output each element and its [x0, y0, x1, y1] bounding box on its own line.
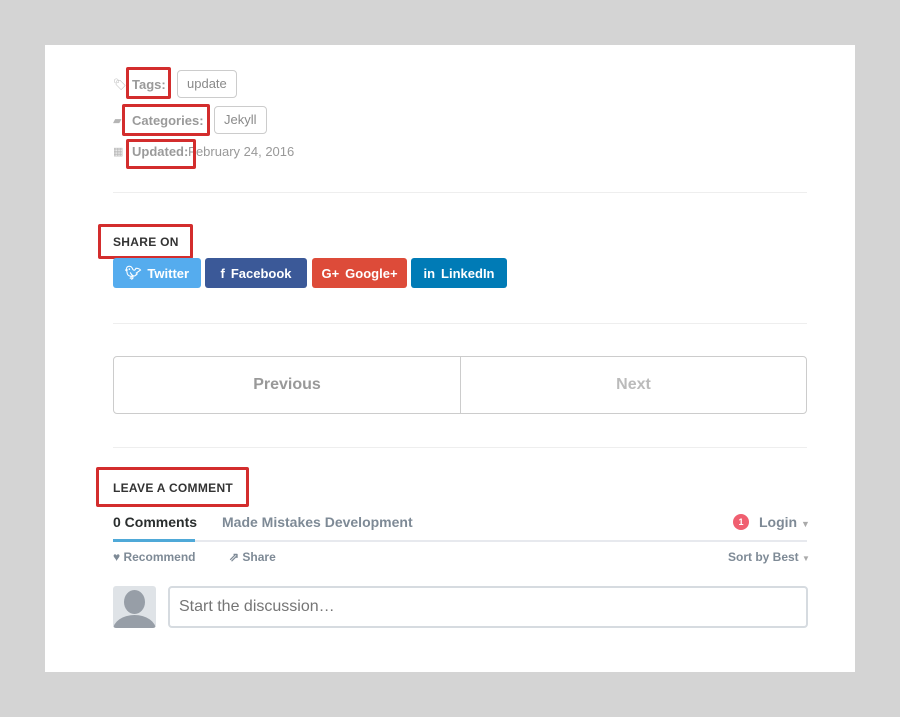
twitter-share-button[interactable]: 🐦︎ Twitter	[113, 258, 201, 288]
google-plus-share-button[interactable]: G+ Google+	[312, 258, 407, 288]
calendar-icon: ▦	[113, 146, 124, 158]
notification-badge[interactable]: 1	[733, 514, 749, 530]
updated-date: February 24, 2016	[188, 144, 295, 159]
twitter-icon: 🐦︎	[124, 265, 142, 280]
updated-label: Updated:	[132, 144, 189, 159]
divider	[113, 323, 807, 324]
share-thread-button[interactable]: ⇗ Share	[229, 550, 276, 564]
tags-icon: 🏷	[113, 79, 127, 91]
tab-community[interactable]: Made Mistakes Development	[222, 514, 413, 530]
facebook-share-button[interactable]: f Facebook	[205, 258, 307, 288]
heart-icon: ♥	[113, 550, 121, 564]
share-icon: ⇗	[229, 550, 240, 564]
annotation-box	[96, 467, 249, 507]
active-tab-indicator	[113, 539, 195, 542]
share-heading: SHARE ON	[113, 235, 179, 249]
tags-label: Tags:	[132, 77, 166, 92]
recommend-button[interactable]: ♥ Recommend	[113, 550, 196, 564]
linkedin-icon: in	[423, 265, 436, 281]
post-footer-card	[45, 45, 855, 672]
comments-heading: LEAVE A COMMENT	[113, 481, 234, 495]
folder-icon: ▰	[113, 115, 122, 127]
tab-bar	[113, 540, 807, 542]
tab-comments[interactable]: 0 Comments	[113, 514, 198, 530]
divider	[113, 447, 807, 448]
chevron-down-icon: ▼	[802, 554, 810, 563]
sort-dropdown[interactable]: Sort by Best ▼	[728, 550, 810, 564]
categories-label: Categories:	[132, 113, 204, 128]
divider	[113, 192, 807, 193]
facebook-icon: f	[220, 265, 225, 281]
category-chip[interactable]: Jekyll	[214, 106, 267, 134]
next-button[interactable]: Next	[460, 356, 807, 414]
tag-chip[interactable]: update	[177, 70, 237, 98]
annotation-box	[122, 104, 210, 136]
google-plus-icon: G+	[321, 265, 340, 281]
previous-button[interactable]: Previous	[113, 356, 461, 414]
annotation-box	[126, 139, 196, 169]
chevron-down-icon: ▼	[801, 519, 810, 529]
avatar	[113, 586, 156, 628]
comment-input[interactable]	[168, 586, 808, 628]
annotation-box	[126, 67, 171, 99]
linkedin-share-button[interactable]: in LinkedIn	[411, 258, 507, 288]
annotation-box	[98, 224, 193, 259]
login-button[interactable]: Login ▼	[759, 514, 810, 530]
